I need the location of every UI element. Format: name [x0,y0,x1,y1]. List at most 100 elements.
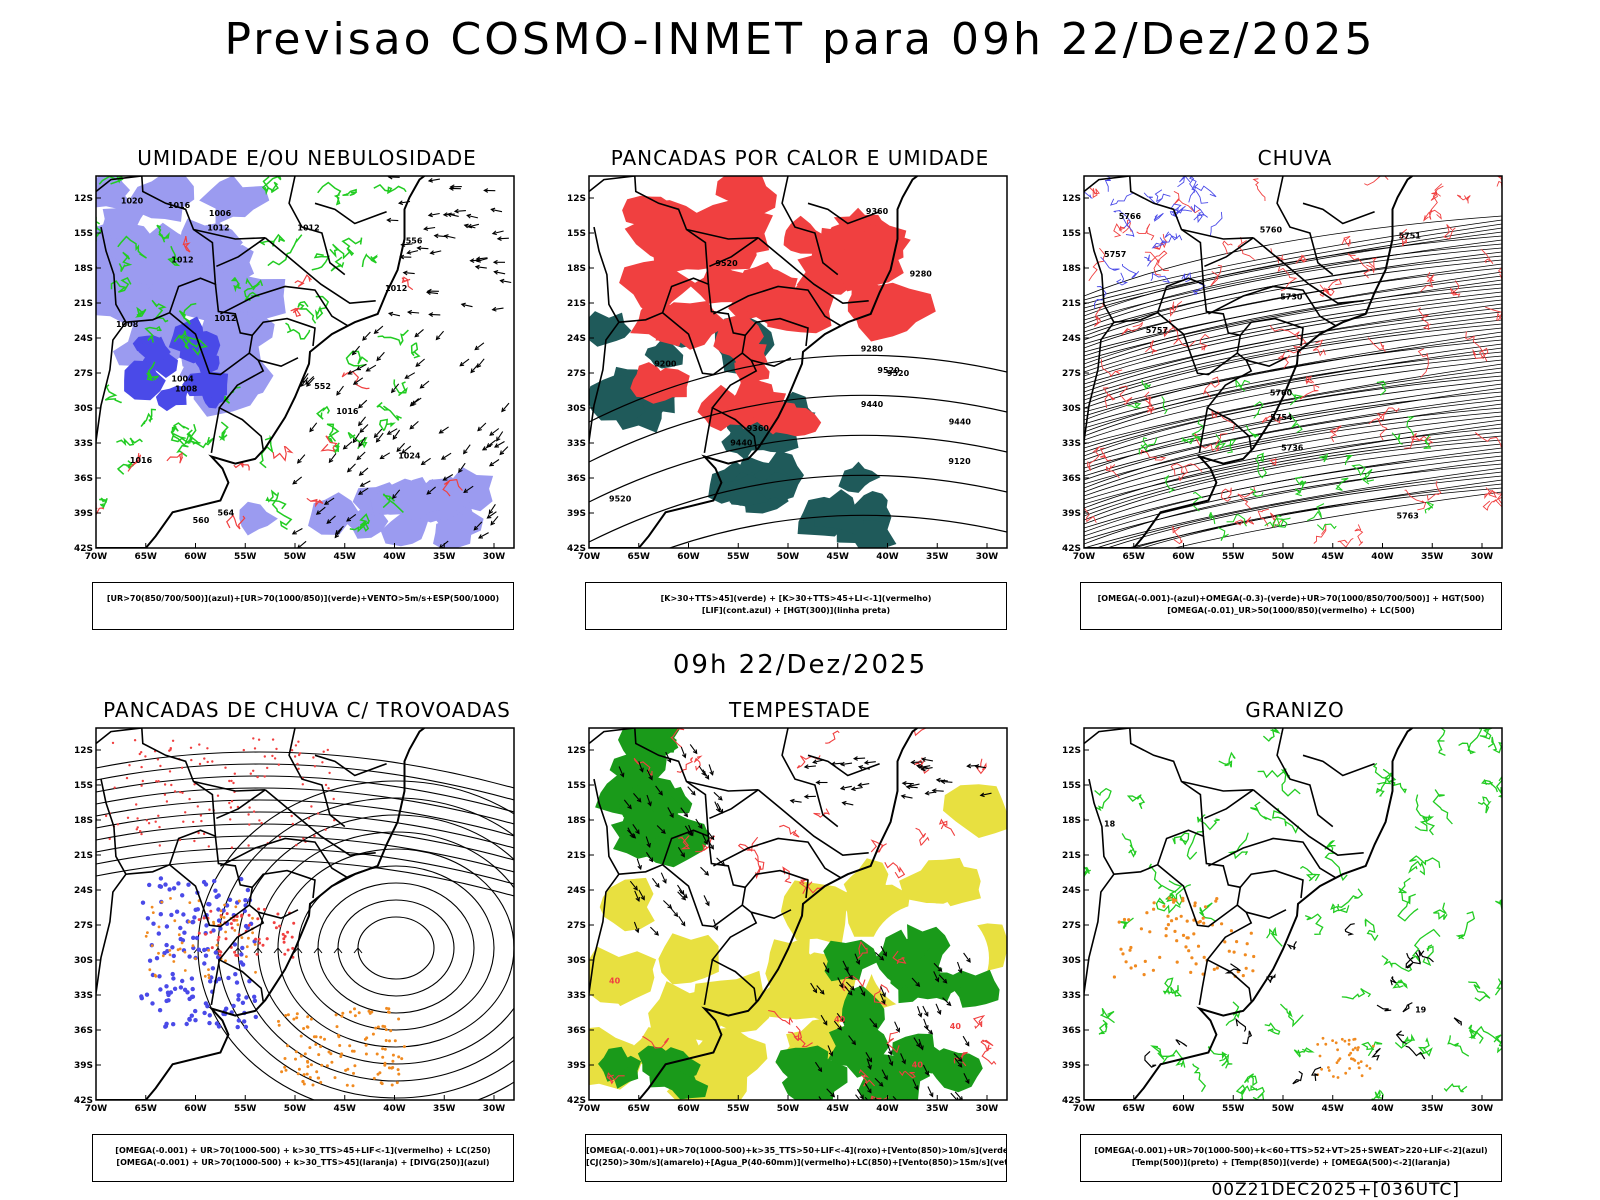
convection-point [286,930,290,934]
convection-point-moderate [151,911,155,914]
divergence-point [178,925,183,931]
wind-vector [967,764,979,767]
border-line [251,317,316,347]
wind-vector-head [705,901,710,907]
omega-500-point [1184,945,1188,949]
omega-contour [1472,347,1489,360]
temperature-850-contour [1170,985,1182,998]
divergence-point [150,972,156,978]
convection-point [211,760,214,763]
border-line [1084,176,1130,193]
temperature-500-contour [1405,1045,1426,1060]
convection-point-moderate [372,1076,376,1080]
convection-point-moderate [317,1053,321,1057]
convection-point-moderate [187,920,191,924]
convection-point [273,757,277,760]
omega-contour-weak [1109,192,1134,206]
lon-tick-label: 60W [677,1104,700,1114]
omega-contour-strong [1406,416,1415,436]
wind-vector-head [414,332,420,338]
wind-vector [894,1021,900,1032]
omega-contour [1173,191,1201,214]
convection-point-moderate [148,968,152,972]
convection-point-moderate [160,900,164,904]
wind-vector-head [830,761,836,767]
convection-point-moderate [391,1053,395,1057]
wind-vector [376,351,385,361]
temperature-850-contour [1436,728,1446,756]
contour-label: 1008 [116,320,139,329]
map-storm[interactable]: 40 40 40 40 12S 15S 18S 21S 24S 27S 30S 33S 36S 39S 42… [565,724,1035,1124]
lat-tick-label: 27S [567,369,586,379]
omega-500-point [1227,949,1231,953]
omega-contour [1295,254,1308,264]
wind-vector-head [467,223,473,229]
jet-area [589,946,657,1004]
wind-vector [921,767,933,771]
convection-point [197,831,200,835]
wind-vector [712,919,718,930]
temperature-850-contour [1299,865,1321,882]
convection-point [313,765,317,768]
map-hail[interactable]: 18 19 12S 15S 18S 21S 24S 27S 30S 33S 36S 39S 42S 70W… [1060,724,1530,1124]
contour-label: 40 [609,977,621,986]
temperature-500-contour [1376,1004,1392,1012]
border-line [264,237,376,305]
panel-title: TEMPESTADE [729,698,871,722]
wind-vector-head [496,236,502,241]
temperature-850-contour [1361,1041,1383,1057]
temperature-850-contour [1192,1063,1207,1093]
border-line [711,904,758,1002]
wind-vector [336,385,344,396]
wind-vector [842,960,849,972]
wind-vector [892,1096,898,1100]
map-heat-showers[interactable]: 9520 9520 9520 9440 9520 9440 9280 9360 9360 9280… [565,172,1035,572]
height-contour [1084,355,1502,437]
omega-contour-weak [1193,185,1217,198]
divergence-point [226,975,231,981]
lon-tick-label: 70W [85,552,108,562]
border-line [125,728,217,875]
wind-vector-head [929,1092,934,1098]
convection-point-moderate [314,1043,318,1046]
omega-contour [1178,463,1203,482]
divergence-point [192,915,197,920]
instability-area [589,311,632,347]
convection-point-moderate [292,1017,296,1021]
map-rain[interactable]: 5757 5751 5763 5760 5757 5754 5730 5736 5766 5760… [1060,172,1530,572]
legend-line: [OMEGA(-0.001)-(azul)+OMEGA(-0.3)-(verde… [1097,594,1485,603]
map-humidity[interactable]: 1008 1012 1016 1016 1016 1004 1012 1008 1020 1012… [72,172,542,572]
contour-label: 9520 [887,369,910,378]
temperature-850-contour [1477,796,1492,814]
convection-point-moderate [383,1025,387,1029]
wind-vector-head [420,460,426,466]
wind-vector-head [647,801,652,807]
convection-point [157,780,160,783]
omega-500-point [1251,969,1255,973]
wind-vector-head [463,449,468,455]
wind-vector-head [627,804,632,810]
omega-contour-weak [1171,206,1184,215]
omega-500-point [1145,911,1149,915]
wind-vector [410,398,420,407]
omega-500-point [1223,940,1227,944]
map-thunderstorms[interactable]: 12S 15S 18S 21S 24S 27S 30S 33S 36S 39S 42S 70W 65W 6… [72,724,542,1124]
lat-tick-label: 42S [567,544,586,554]
water-contour [972,1014,986,1030]
lon-tick-label: 45W [827,1104,850,1114]
wind-vector [842,802,854,806]
wind-vector-head [392,434,398,440]
wind-vector [374,325,384,334]
convection-point-moderate [294,1057,297,1061]
temperature-850-contour [1262,728,1281,742]
convection-point-moderate [286,1044,289,1048]
omega-contour-strong [1391,432,1403,445]
lat-tick-label: 39S [567,1061,586,1071]
omega-contour [1465,331,1488,362]
omega-contour [1347,253,1371,279]
height-contour [589,474,1007,543]
wind-vector-head [499,450,505,456]
temperature-850-contour [1243,1073,1258,1087]
omega-contour-strong [1218,527,1229,542]
omega-contour [1105,464,1120,479]
